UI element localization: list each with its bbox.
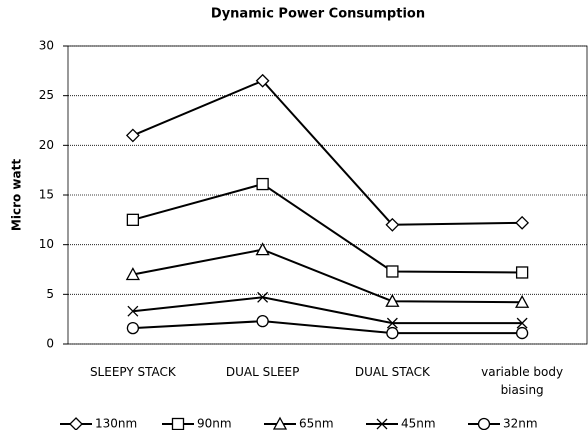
marker: [126, 213, 140, 226]
x-tick-label: DUAL STACK: [354, 365, 430, 379]
y-tick-label: 30: [39, 39, 54, 53]
marker: [515, 294, 530, 308]
plot-border: [67, 45, 588, 345]
marker: [125, 267, 140, 281]
y-tick-label: 10: [39, 237, 54, 251]
y-tick-label: 15: [39, 188, 54, 202]
series-line: [132, 79, 523, 226]
marker: [272, 416, 288, 430]
marker: [171, 417, 185, 430]
legend-label: 65nm: [299, 417, 334, 430]
marker: [515, 326, 529, 340]
legend-label: 32nm: [503, 417, 538, 430]
marker: [69, 417, 83, 430]
series-line: [132, 320, 523, 335]
marker: [386, 265, 399, 278]
marker: [477, 417, 491, 430]
y-axis-label: Micro watt: [10, 159, 24, 231]
x-tick-label: SLEEPY STACK: [89, 365, 176, 379]
marker: [385, 217, 400, 232]
marker: [257, 291, 269, 303]
y-tick-label: 5: [46, 287, 54, 301]
y-tick-label: 25: [39, 88, 54, 102]
marker: [386, 326, 399, 340]
series-line: [132, 248, 523, 304]
marker: [385, 293, 400, 307]
x-tick-label: DUAL SLEEP: [225, 365, 300, 379]
marker: [127, 305, 139, 317]
marker: [255, 73, 270, 88]
y-tick-label: 20: [39, 138, 54, 152]
series-line: [132, 182, 523, 274]
marker: [256, 177, 269, 191]
marker: [515, 266, 529, 279]
marker: [515, 215, 530, 230]
marker: [255, 242, 270, 256]
series-line: [132, 296, 523, 325]
y-tick-label: 0: [46, 337, 54, 351]
marker: [386, 317, 398, 329]
marker: [376, 418, 388, 430]
chart-title: Dynamic Power Consumption: [211, 7, 425, 22]
marker: [125, 128, 140, 143]
marker: [256, 315, 269, 328]
legend-label: 45nm: [401, 417, 436, 430]
marker: [516, 317, 528, 329]
marker: [126, 321, 140, 335]
x-tick-label: variable body biasing: [481, 365, 564, 397]
legend-label: 130nm: [95, 417, 137, 430]
legend-label: 90nm: [197, 417, 232, 430]
